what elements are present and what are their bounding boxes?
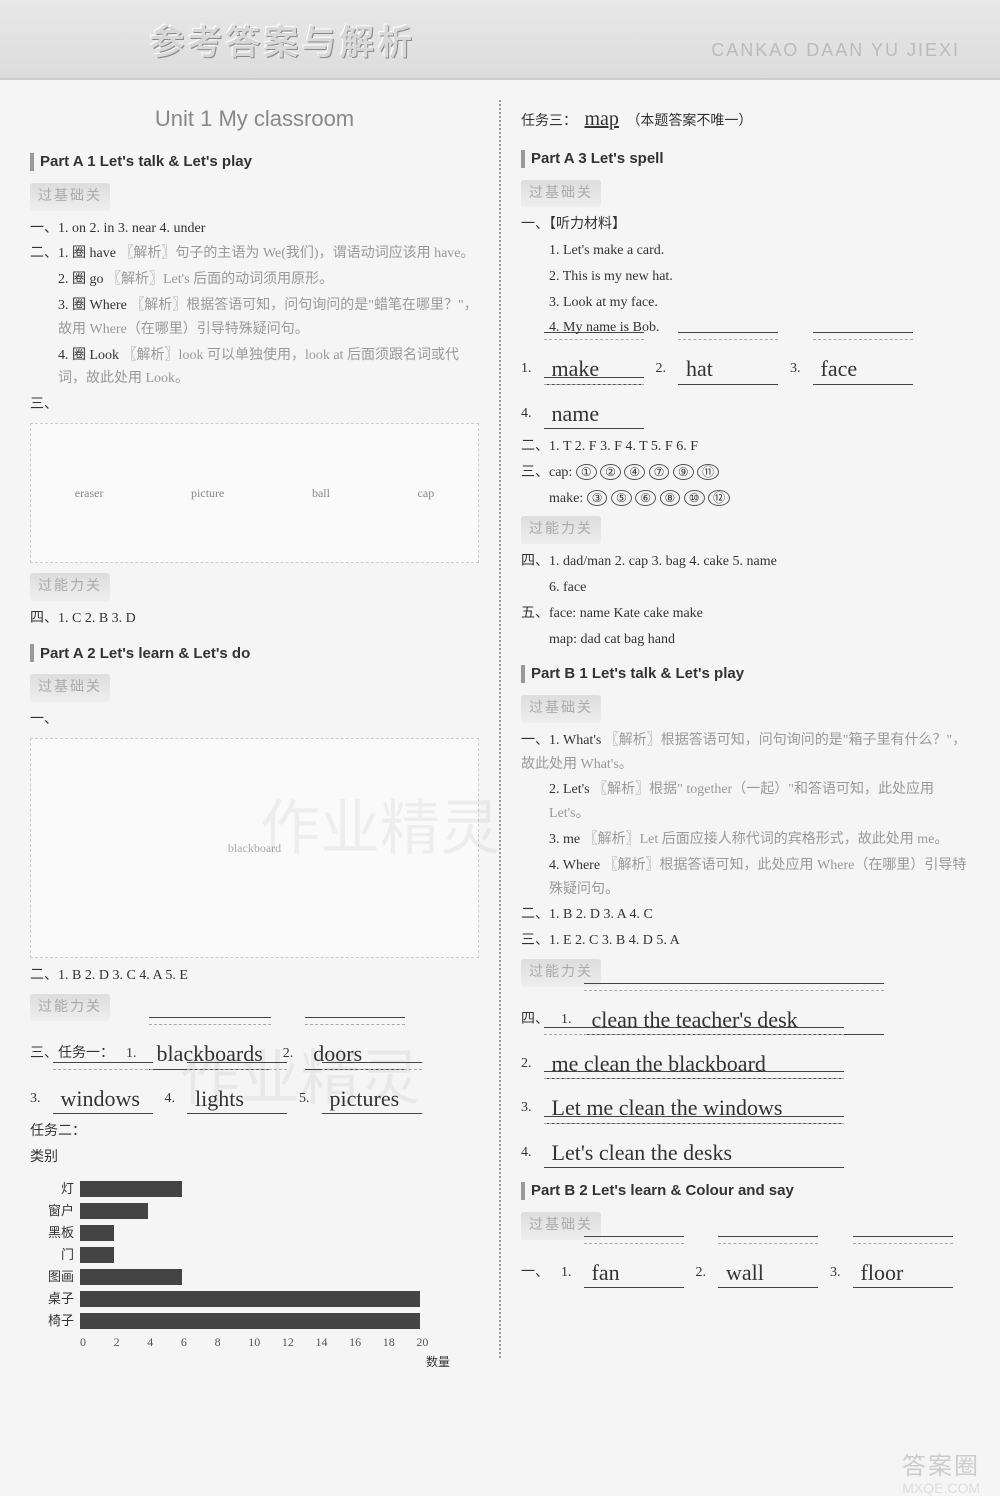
part-a2-header: Part A 2 Let's learn & Let's do: [30, 641, 479, 667]
a3-sub1: 过基础关: [521, 180, 601, 208]
footer-url: MXQE.COM: [902, 1480, 980, 1496]
a2-l2: 二、1. B 2. D 3. C 4. A 5. E: [30, 964, 479, 988]
a1-l1: 一、1. on 2. in 3. near 4. under: [30, 217, 479, 241]
right-column: 任务三： map （本题答案不唯一） Part A 3 Let's spell …: [506, 100, 970, 1358]
b1-sub1: 过基础关: [521, 695, 601, 723]
a1-l4: 四、1. C 2. B 3. D: [30, 607, 479, 631]
a1-l2d: 4. 圈 Look 〖解析〗look 可以单独使用，look at 后面须跟名词…: [30, 344, 479, 392]
a2-l1: 一、: [30, 708, 479, 732]
a3-ans-row1: 1.make 2.hat 3.face: [521, 346, 970, 384]
a1-l2b: 2. 圈 go 〖解析〗Let's 后面的动词须用原形。: [30, 268, 479, 292]
sub-basic: 过基础关: [30, 183, 110, 211]
part-a3-header: Part A 3 Let's spell: [521, 146, 970, 172]
content: Unit 1 My classroom Part A 1 Let's talk …: [0, 80, 1000, 1378]
a3-l6b: make: ③ ⑤ ⑥ ⑧ ⑩ ⑫: [521, 487, 970, 511]
a1-l2c: 3. 圈 Where 〖解析〗根据答语可知，问句询问的是"蜡笔在哪里？"，故用 …: [30, 294, 479, 342]
a3-sub2: 过能力关: [521, 516, 601, 544]
header-pinyin: CANKAO DAAN YU JIEXI: [711, 40, 960, 61]
left-column: Unit 1 My classroom Part A 1 Let's talk …: [30, 100, 494, 1358]
column-divider: [499, 100, 501, 1358]
header-title: 参考答案与解析: [150, 15, 416, 64]
a1-diagram: eraser picture ball cap: [30, 423, 479, 563]
part-b1-header: Part B 1 Let's talk & Let's play: [521, 661, 970, 687]
part-b2-header: Part B 2 Let's learn & Colour and say: [521, 1178, 970, 1204]
bar-chart: 灯窗户黑板门图画桌子椅子 02468101214161820 数量: [30, 1178, 450, 1358]
task1-row1: 三、任务一：1. blackboards 2.doors: [30, 1031, 479, 1069]
footer-logo: 答案圈: [902, 1446, 980, 1481]
a3-l6a: 三、cap: ① ② ④ ⑦ ⑨ ⑪: [521, 461, 970, 485]
a1-l2a: 二、1. 圈 have 〖解析〗句子的主语为 We(我们)，谓语动词应该用 ha…: [30, 242, 479, 266]
crossword: blackboard: [30, 738, 479, 958]
a3-listen: 一、【听力材料】: [521, 213, 970, 237]
a3-ans-row2: 4.name: [521, 391, 970, 429]
task3: 任务三： map （本题答案不唯一）: [521, 102, 970, 136]
part-a1-header: Part A 1 Let's talk & Let's play: [30, 149, 479, 175]
unit-title: Unit 1 My classroom: [30, 100, 479, 137]
sub-ability: 过能力关: [30, 573, 110, 601]
a2-sub1: 过基础关: [30, 674, 110, 702]
task2-label: 任务二：: [30, 1120, 479, 1144]
page-header: 参考答案与解析 CANKAO DAAN YU JIEXI: [0, 0, 1000, 80]
a2-sub2: 过能力关: [30, 994, 110, 1022]
task2-cat: 类别: [30, 1146, 479, 1170]
task1-row2: 3.windows 4.lights 5.pictures: [30, 1076, 479, 1114]
a1-l3: 三、: [30, 393, 479, 417]
